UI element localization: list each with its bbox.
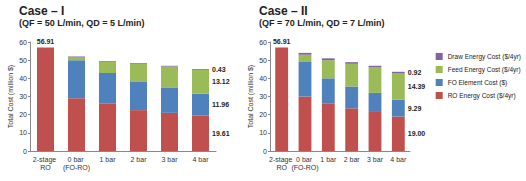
svg-text:(QF = 70 L/min, QD = 7 L/min): (QF = 70 L/min, QD = 7 L/min) bbox=[259, 18, 385, 28]
svg-text:3 bar: 3 bar bbox=[367, 156, 384, 163]
svg-text:0: 0 bbox=[263, 148, 267, 155]
svg-text:60: 60 bbox=[19, 39, 27, 46]
svg-text:0.43: 0.43 bbox=[212, 66, 226, 73]
svg-text:56.91: 56.91 bbox=[273, 38, 291, 45]
svg-text:9.29: 9.29 bbox=[408, 105, 422, 112]
svg-text:FO Element Cost ($): FO Element Cost ($) bbox=[448, 79, 508, 87]
svg-text:30: 30 bbox=[19, 93, 27, 100]
svg-text:19.61: 19.61 bbox=[212, 130, 230, 137]
svg-text:20: 20 bbox=[19, 111, 27, 118]
svg-text:Case – II: Case – II bbox=[259, 4, 308, 18]
svg-text:50: 50 bbox=[19, 57, 27, 64]
svg-text:60: 60 bbox=[259, 39, 267, 46]
svg-text:3 bar: 3 bar bbox=[162, 156, 179, 163]
svg-text:(FO-RO): (FO-RO) bbox=[291, 164, 318, 172]
svg-text:1 bar: 1 bar bbox=[320, 156, 337, 163]
svg-text:56.91: 56.91 bbox=[37, 38, 55, 45]
svg-text:11.96: 11.96 bbox=[212, 101, 229, 108]
svg-text:4 bar: 4 bar bbox=[193, 156, 210, 163]
svg-text:RO: RO bbox=[40, 164, 51, 171]
svg-text:20: 20 bbox=[259, 111, 267, 118]
svg-text:0 bar: 0 bar bbox=[296, 156, 314, 163]
svg-text:(QF = 50 L/min, QD = 5 L/min): (QF = 50 L/min, QD = 5 L/min) bbox=[19, 18, 145, 28]
svg-text:14.39: 14.39 bbox=[408, 83, 426, 90]
svg-text:30: 30 bbox=[259, 93, 267, 100]
svg-text:Case – I: Case – I bbox=[19, 4, 64, 18]
svg-text:4 bar: 4 bar bbox=[390, 156, 407, 163]
svg-text:0 bar: 0 bar bbox=[68, 156, 86, 163]
svg-text:Feed Energy Cost ($/4yr): Feed Energy Cost ($/4yr) bbox=[448, 66, 521, 74]
svg-text:0: 0 bbox=[23, 148, 27, 155]
svg-text:40: 40 bbox=[259, 75, 267, 82]
svg-text:Total Cost (million $): Total Cost (million $) bbox=[247, 65, 255, 128]
svg-text:13.12: 13.12 bbox=[212, 78, 230, 85]
svg-text:50: 50 bbox=[259, 57, 267, 64]
svg-text:2-stage: 2-stage bbox=[269, 156, 294, 164]
svg-text:10: 10 bbox=[259, 129, 267, 136]
svg-text:RO: RO bbox=[276, 164, 287, 171]
svg-text:Draw Energy Cost ($/4yr): Draw Energy Cost ($/4yr) bbox=[448, 53, 521, 61]
svg-text:1 bar: 1 bar bbox=[100, 156, 117, 163]
svg-text:2 bar: 2 bar bbox=[131, 156, 148, 163]
svg-text:Total Cost (million $): Total Cost (million $) bbox=[7, 65, 15, 128]
svg-text:0.92: 0.92 bbox=[408, 69, 422, 76]
svg-text:2 bar: 2 bar bbox=[344, 156, 361, 163]
svg-text:19.00: 19.00 bbox=[408, 130, 426, 137]
svg-text:(FO-RO): (FO-RO) bbox=[63, 164, 90, 172]
svg-text:2-stage: 2-stage bbox=[33, 156, 58, 164]
svg-text:RO Energy Cost ($/4yr): RO Energy Cost ($/4yr) bbox=[448, 92, 516, 100]
svg-text:40: 40 bbox=[19, 75, 27, 82]
svg-text:10: 10 bbox=[19, 129, 27, 136]
